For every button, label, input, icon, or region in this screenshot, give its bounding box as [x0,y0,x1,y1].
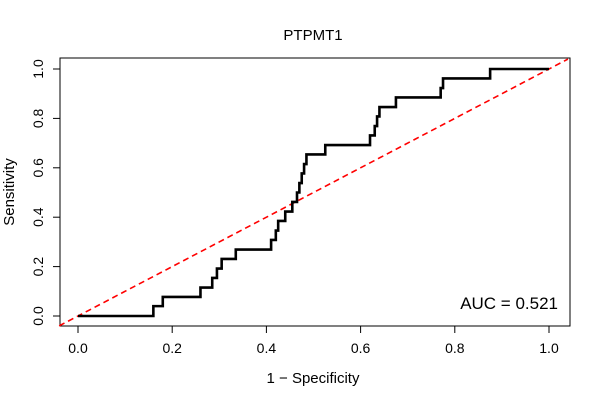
y-axis: 0.0 0.2 0.4 0.6 0.8 1.0 [30,59,61,326]
chart-title: PTPMT1 [283,27,342,44]
roc-curve-line [78,67,549,318]
y-tick-label: 0.4 [30,207,46,227]
y-axis-label: Sensitivity [1,158,18,226]
reference-diagonal-line [58,58,569,327]
x-tick-label: 0.2 [162,340,182,356]
x-tick-label: 0.8 [445,340,465,356]
y-tick-label: 0.2 [30,257,46,277]
x-tick-label: 1.0 [539,340,559,356]
x-axis-label: 1 − Specificity [267,370,360,387]
x-axis: 0.0 0.2 0.4 0.6 0.8 1.0 [68,325,559,356]
x-tick-label: 0.4 [257,340,277,356]
y-tick-label: 1.0 [30,59,46,79]
y-tick-label: 0.8 [30,108,46,128]
y-tick-label: 0.6 [30,158,46,178]
y-tick-label: 0.0 [30,306,46,326]
x-tick-label: 0.0 [68,340,88,356]
auc-annotation: AUC = 0.521 [460,294,558,313]
x-tick-label: 0.6 [351,340,371,356]
